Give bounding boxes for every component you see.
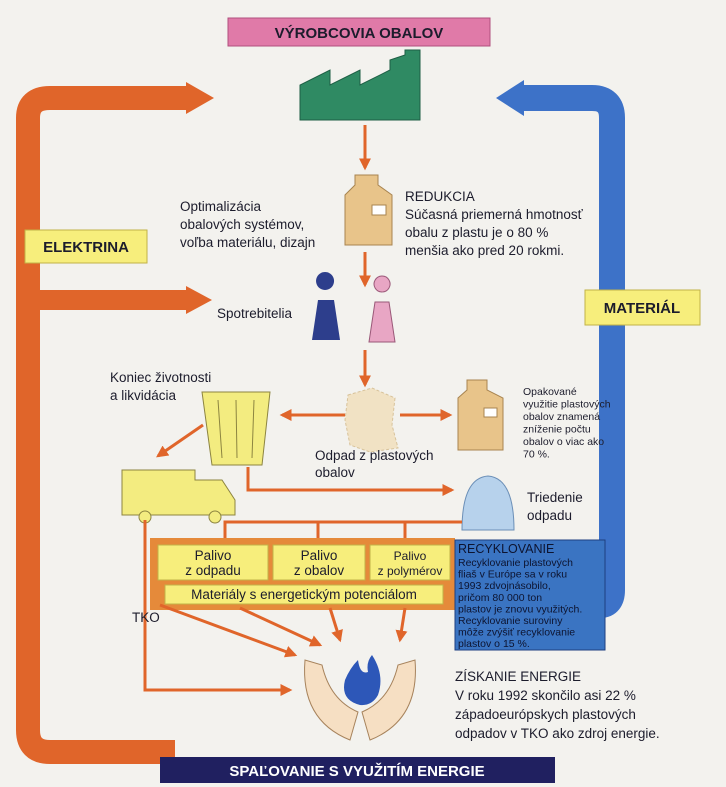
material-label: MATERIÁL	[604, 300, 680, 317]
reuse-text: obalov o viac ako	[523, 436, 604, 448]
header-title: VÝROBCOVIA OBALOV	[275, 24, 444, 42]
recycling-title: RECYKLOVANIE	[458, 542, 554, 556]
reduction-title: REDUKCIA	[405, 189, 475, 204]
consumers-label: Spotrebitelia	[217, 306, 293, 321]
page: Diagram html, body { margin: 0; padding:…	[0, 0, 726, 787]
waste-icon	[345, 388, 398, 452]
recycling-text: Recyklovanie suroviny	[458, 615, 563, 627]
energy-recovery-text: odpadov v TKO ako zdroj energie.	[455, 726, 660, 741]
reuse-text: 70 %.	[523, 449, 550, 461]
fuel-label: z obalov	[294, 563, 345, 578]
recycling-text: môže zvýšiť recyklovanie	[458, 627, 575, 639]
fuel-label: z odpadu	[185, 563, 241, 578]
body: { "header": {"title": "VÝROBCOVIA OBALOV…	[0, 0, 726, 787]
waste-label: obalov	[315, 465, 355, 480]
reuse-text: zníženie počtu	[523, 424, 591, 436]
energy-recovery-title: ZÍSKANIE ENERGIE	[455, 669, 581, 684]
container-label	[484, 408, 497, 417]
reuse-text: obalov znamená	[523, 411, 600, 423]
optimization-text: Optimalizácia	[180, 199, 262, 214]
reduction-text: obalu z plastu je o 80 %	[405, 225, 548, 240]
tko-label: TKO	[132, 610, 160, 625]
recycling-text: fliaš v Európe sa v roku	[458, 569, 567, 581]
truck-wheel	[209, 511, 221, 523]
recycling-text: 1993 zdvojnásobilo,	[458, 580, 551, 592]
sorting-label: odpadu	[527, 508, 572, 523]
optimization-text: voľba materiálu, dizajn	[180, 235, 315, 250]
recycling-text: plastov o 15 %.	[458, 638, 530, 650]
energy-recovery-text: západoeurópskych plastových	[455, 707, 636, 722]
reuse-text: Opakované	[523, 386, 577, 398]
footer-title: SPAĽOVANIE S VYUŽITÍM ENERGIE	[229, 762, 484, 780]
end-of-life-text: a likvidácia	[110, 388, 177, 403]
end-of-life-text: Koniec životnosti	[110, 370, 211, 385]
reuse-text: využitie plastových	[523, 399, 611, 411]
energy-recovery-text: V roku 1992 skončilo asi 22 %	[455, 688, 636, 703]
fuel-label: Palivo	[301, 548, 338, 563]
fuel-label: Palivo	[195, 548, 232, 563]
fuel-label: z polymérov	[378, 564, 443, 578]
fuel-label: Palivo	[394, 549, 427, 563]
sorting-label: Triedenie	[527, 490, 583, 505]
recycling-text: pričom 80 000 ton	[458, 592, 542, 604]
recycling-text: plastov je znovu využitých.	[458, 603, 582, 615]
container-label	[372, 205, 386, 215]
diagram: VÝROBCOVIA OBALOV ELEKTRINA MATERIÁL	[0, 0, 726, 787]
electricity-label: ELEKTRINA	[43, 239, 129, 256]
recycling-text: Recyklovanie plastových	[458, 557, 573, 569]
waste-label: Odpad z plastových	[315, 448, 434, 463]
reduction-text: menšia ako pred 20 rokmi.	[405, 243, 564, 258]
optimization-text: obalových systémov,	[180, 217, 304, 232]
reduction-text: Súčasná priemerná hmotnosť	[405, 207, 584, 222]
materials-label: Materiály s energetickým potenciálom	[191, 587, 417, 602]
